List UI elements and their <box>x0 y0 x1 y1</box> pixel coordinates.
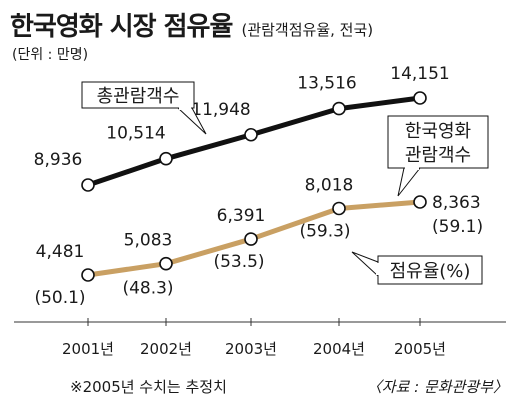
point-korean-4 <box>413 195 427 209</box>
chart-title: 한국영화 시장 점유율 <box>10 12 233 42</box>
chart-subtitle: (관람객점유율, 전국) <box>241 21 374 39</box>
callout-total-mask <box>179 105 191 110</box>
callout-share-box <box>377 255 483 285</box>
share-label-0: (50.1) <box>34 288 85 308</box>
data-label-korean-1: 5,083 <box>124 231 173 251</box>
share-label-3: (59.3) <box>299 221 350 241</box>
x-tick-label-4: 2005년 <box>394 340 446 358</box>
point-total-1 <box>159 151 173 166</box>
data-label-korean-0: 4,481 <box>36 242 85 262</box>
data-label-total-0: 8,936 <box>34 150 83 170</box>
callout-korean-box <box>387 115 489 169</box>
point-korean-1 <box>159 256 173 271</box>
point-korean-0 <box>81 268 95 282</box>
callout-korean-text-1: 한국영화 <box>405 121 471 142</box>
x-tick-label-3: 2004년 <box>313 340 365 358</box>
callout-korean-pointer <box>397 167 422 197</box>
point-total-4 <box>413 91 427 105</box>
data-label-total-4: 14,151 <box>390 64 449 84</box>
callout-share-text: 점유율(%) <box>390 261 471 282</box>
point-total-0 <box>81 178 95 192</box>
data-label-korean-4: 8,363 <box>432 193 481 213</box>
data-label-korean-3: 8,018 <box>305 175 354 195</box>
data-label-total-2: 11,948 <box>191 100 250 120</box>
point-korean-3 <box>332 201 346 216</box>
x-tick-label-2: 2003년 <box>225 340 277 358</box>
x-tick-label-1: 2002년 <box>140 340 192 358</box>
point-korean-2 <box>244 232 258 246</box>
callout-korean-mask <box>405 165 419 170</box>
source-label: 〈자료 : 문화관광부〉 <box>366 378 508 396</box>
data-label-total-3: 13,516 <box>297 74 356 94</box>
callout-share-pointer <box>351 251 379 278</box>
footnote: ※2005년 수치는 추정치 <box>70 378 227 396</box>
callout-total-box <box>81 81 195 109</box>
data-label-total-1: 10,514 <box>106 124 165 144</box>
share-label-2: (53.5) <box>213 252 264 272</box>
point-total-3 <box>332 101 346 116</box>
callout-total-text: 총관람객수 <box>97 86 180 107</box>
point-total-2 <box>244 127 258 142</box>
unit-label: (단위 : 만명) <box>12 47 89 63</box>
callout-korean-text-2: 관람객수 <box>405 145 471 166</box>
share-label-1: (48.3) <box>122 279 173 299</box>
chart-title-block: 한국영화 시장 점유율 (관람객점유율, 전국) <box>10 6 373 43</box>
share-label-4: (59.1) <box>432 217 483 237</box>
x-tick-label-0: 2001년 <box>62 340 114 358</box>
data-label-korean-2: 6,391 <box>217 206 266 226</box>
callout-share-mask <box>376 263 381 275</box>
